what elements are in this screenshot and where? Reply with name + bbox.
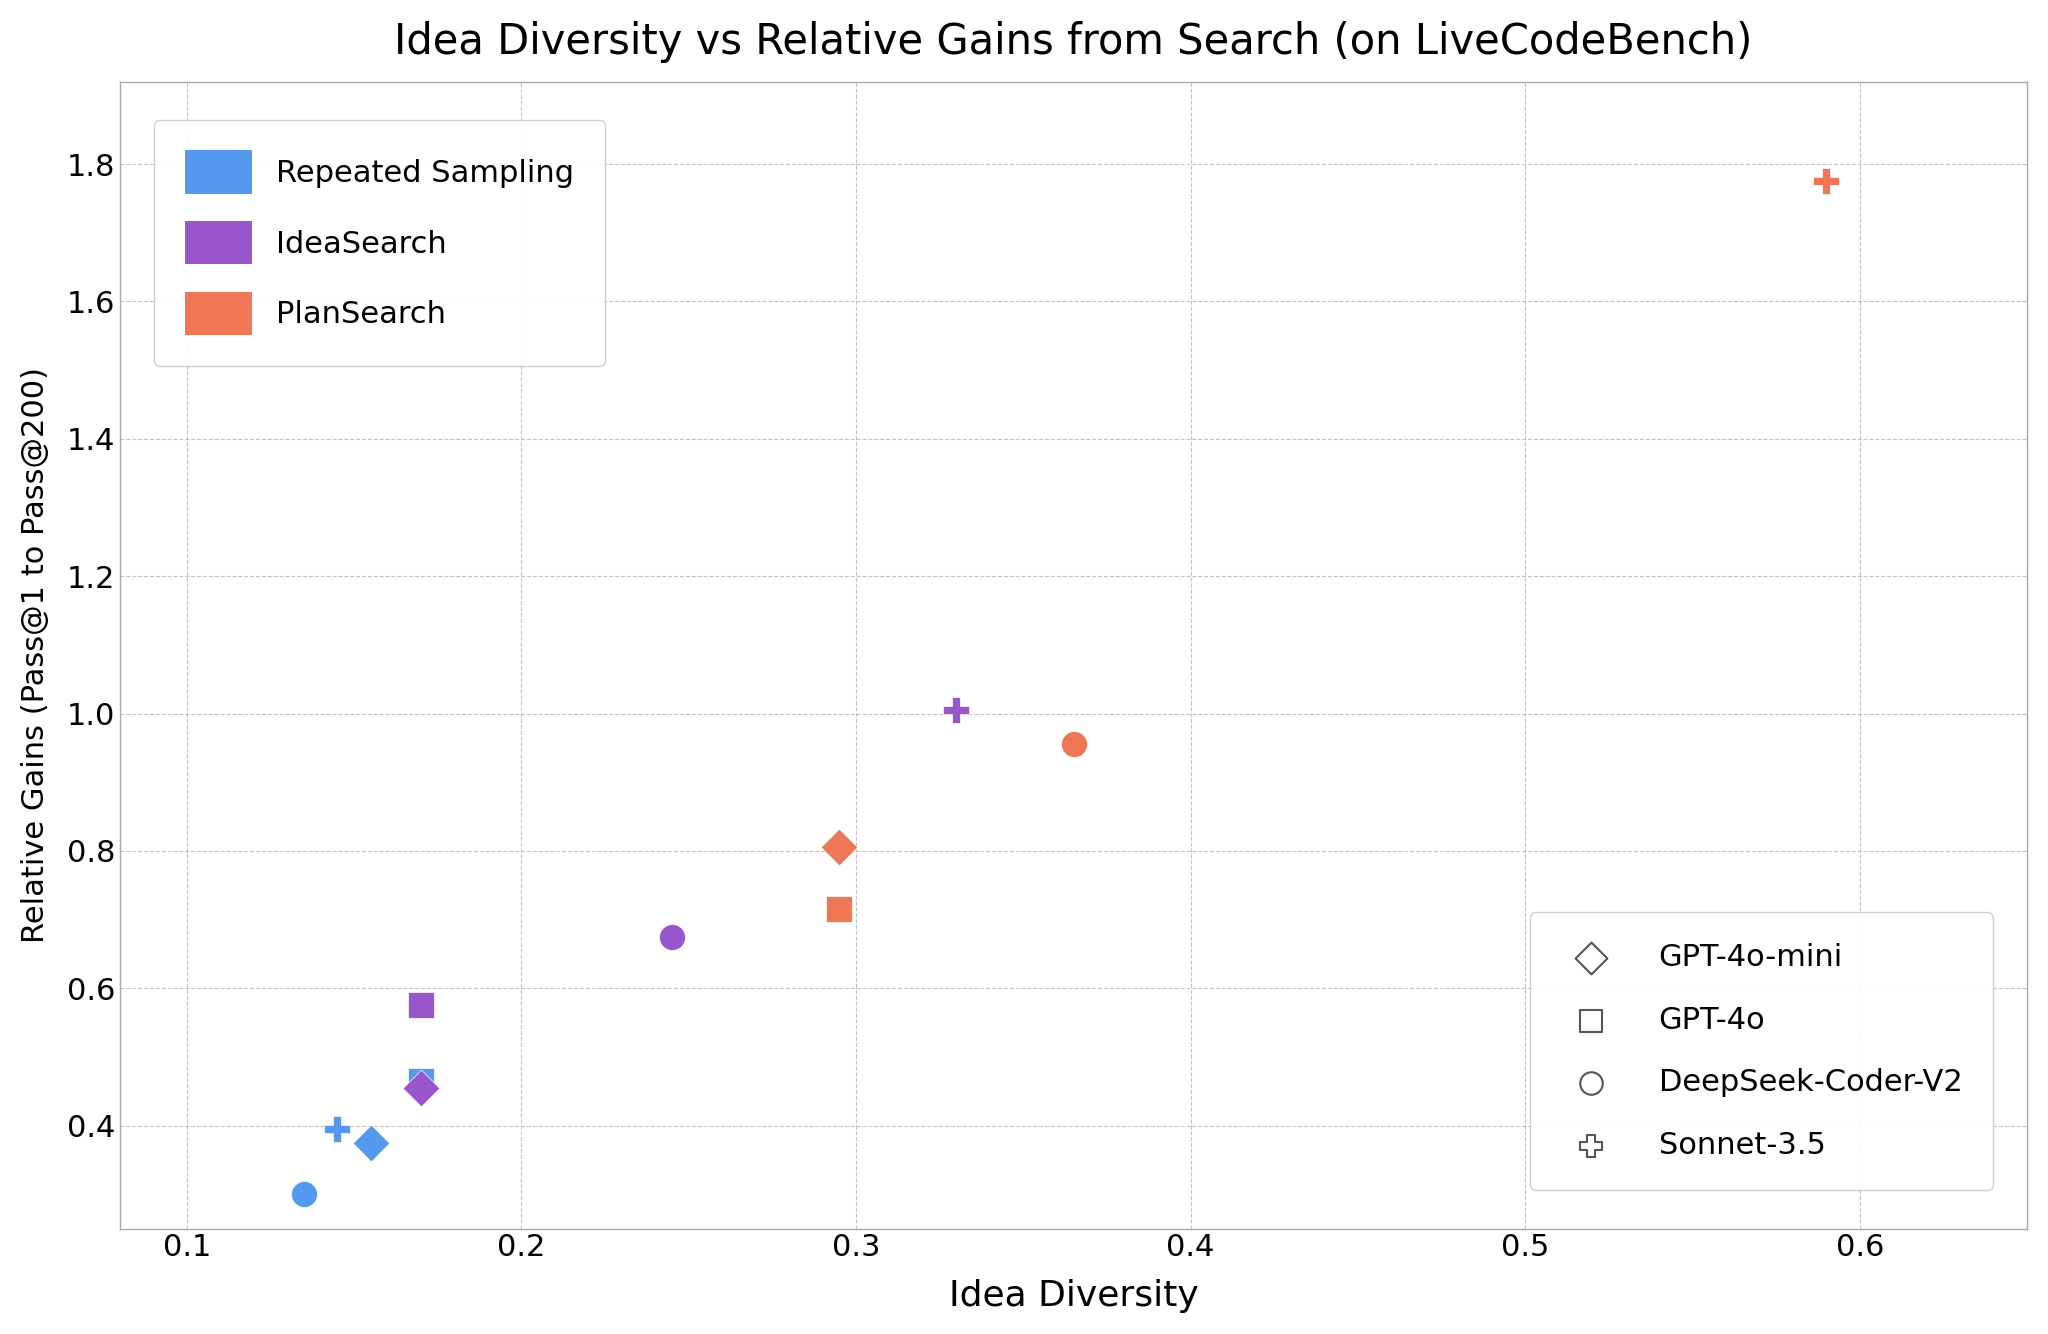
Point [1810, 171, 1843, 192]
Point [655, 926, 688, 947]
Point [823, 899, 856, 920]
X-axis label: Idea Diversity: Idea Diversity [948, 1279, 1198, 1313]
Point [940, 699, 973, 720]
Point [354, 1133, 387, 1154]
Point [406, 995, 438, 1017]
Point [406, 1070, 438, 1091]
Point [287, 1183, 319, 1205]
Point [406, 1077, 438, 1098]
Title: Idea Diversity vs Relative Gains from Search (on LiveCodeBench): Idea Diversity vs Relative Gains from Se… [395, 21, 1753, 63]
Point [1057, 734, 1090, 755]
Point [823, 836, 856, 858]
Legend: GPT-4o-mini, GPT-4o, DeepSeek-Coder-V2, Sonnet-3.5: GPT-4o-mini, GPT-4o, DeepSeek-Coder-V2, … [1530, 912, 1993, 1190]
Point [322, 1118, 354, 1139]
Y-axis label: Relative Gains (Pass@1 to Pass@200): Relative Gains (Pass@1 to Pass@200) [20, 367, 49, 943]
